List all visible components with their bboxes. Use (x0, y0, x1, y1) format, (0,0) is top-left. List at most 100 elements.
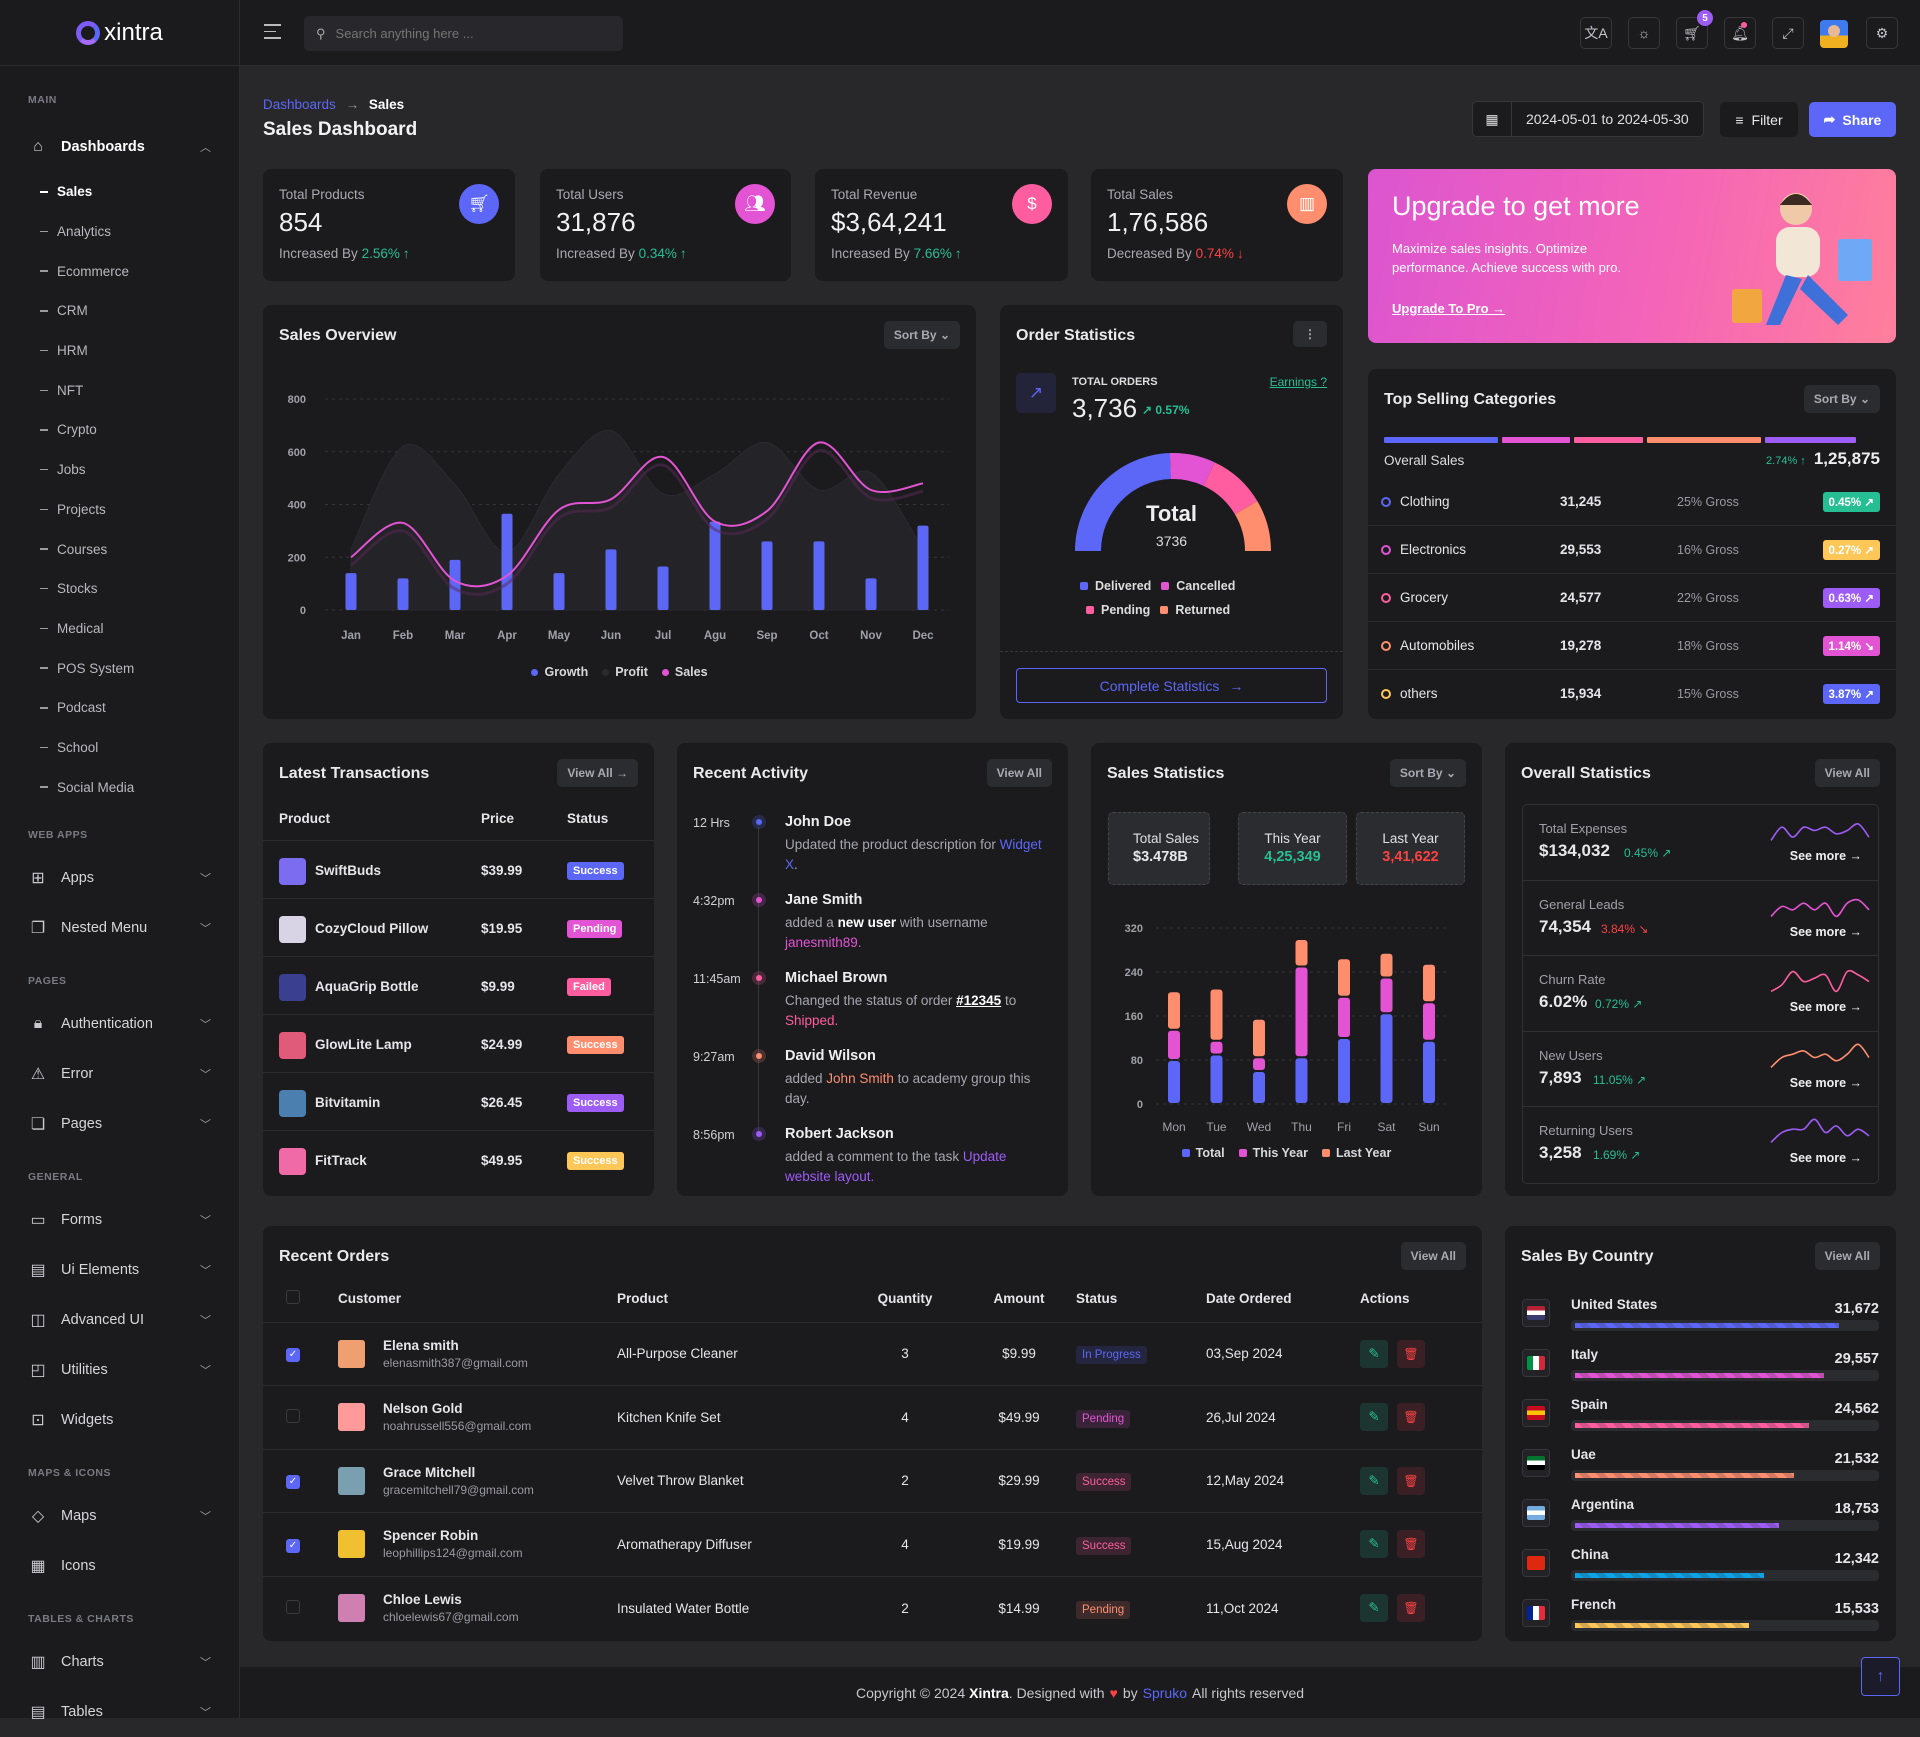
sidebar-item-apps[interactable]: ⊞ Apps ﹀ (0, 853, 239, 903)
share-button[interactable]: ➦ Share (1809, 102, 1896, 137)
delete-button[interactable]: 🗑︎ (1397, 1530, 1425, 1559)
more-options-button[interactable]: ⋮ (1293, 321, 1327, 347)
bell-icon[interactable]: 🔔︎ (1724, 17, 1756, 49)
sidebar-subitem-label: Ecommerce (57, 263, 130, 279)
latest-transactions-card: Latest Transactions View All → Product Pr… (263, 743, 654, 1196)
checkbox-checked[interactable]: ✓ (286, 1475, 300, 1490)
edit-button[interactable]: ✎ (1360, 1466, 1388, 1495)
search-box[interactable]: ⚲ (304, 16, 623, 51)
progress-fill (1575, 1423, 1809, 1428)
activity-description: added John Smith to academy group this d… (785, 1069, 1055, 1109)
earnings-link[interactable]: Earnings ? (1269, 375, 1327, 389)
sidebar-subitem-nft[interactable]: NFT (0, 370, 239, 410)
growth-bar (761, 541, 773, 610)
gear-icon[interactable]: ⚙ (1866, 17, 1898, 49)
fullscreen-icon[interactable]: ⤢ (1772, 17, 1804, 49)
sidebar-item-label: Widgets (61, 1412, 114, 1428)
company-link[interactable]: Spruko (1142, 1684, 1187, 1701)
sidebar-item-widgets[interactable]: ⊡ Widgets (0, 1395, 239, 1445)
edit-button[interactable]: ✎ (1360, 1530, 1388, 1559)
delete-button[interactable]: 🗑︎ (1397, 1594, 1425, 1622)
view-all-button[interactable]: View All (1814, 1242, 1880, 1270)
sort-by-dropdown[interactable]: Sort By ⌄ (1389, 759, 1466, 787)
delete-button[interactable]: 🗑︎ (1397, 1466, 1425, 1495)
sidebar-subitem-courses[interactable]: Courses (0, 529, 239, 569)
activity-text[interactable]: #12345 (956, 993, 1002, 1008)
delete-button[interactable]: 🗑︎ (1397, 1339, 1425, 1368)
delete-button[interactable]: 🗑︎ (1397, 1403, 1425, 1432)
sidebar-item-maps[interactable]: ◇ Maps ﹀ (0, 1491, 239, 1541)
sidebar-subitem-hrm[interactable]: HRM (0, 331, 239, 371)
footer-brand[interactable]: Xintra (969, 1684, 1009, 1701)
checkbox-unchecked[interactable] (286, 1599, 300, 1614)
complete-statistics-button[interactable]: Complete Statistics → (1016, 668, 1327, 703)
sidebar-subitem-pos-system[interactable]: POS System (0, 648, 239, 688)
upgrade-link[interactable]: Upgrade To Pro → (1392, 301, 1506, 316)
see-more-link[interactable]: See more → (1789, 1000, 1862, 1015)
sidebar-subitem-projects[interactable]: Projects (0, 490, 239, 530)
activity-link[interactable]: Update website layout. (785, 1149, 1007, 1184)
trend-down-icon: ↘ (1635, 921, 1649, 936)
sidebar-subitem-podcast[interactable]: Podcast (0, 688, 239, 728)
see-more-link[interactable]: See more → (1789, 1075, 1862, 1090)
edit-button[interactable]: ✎ (1360, 1403, 1388, 1432)
edit-button[interactable]: ✎ (1360, 1594, 1388, 1622)
sidebar-subitem-stocks[interactable]: Stocks (0, 569, 239, 609)
activity-text: added a comment to the task (785, 1149, 963, 1164)
breadcrumb-current: Sales (368, 97, 405, 112)
sidebar-item-tables[interactable]: ▤ Tables ﹀ (0, 1687, 239, 1737)
edit-button[interactable]: ✎ (1360, 1339, 1388, 1368)
logo[interactable]: xintra (0, 0, 239, 66)
view-all-button[interactable]: View All (986, 759, 1052, 787)
view-all-button[interactable]: View All (1400, 1242, 1466, 1270)
sidebar-subitem-jobs[interactable]: Jobs (0, 450, 239, 490)
sidebar-item-forms[interactable]: ▭ Forms ﹀ (0, 1195, 239, 1245)
sidebar-subitem-crm[interactable]: CRM (0, 291, 239, 331)
cart-icon[interactable]: 🛒︎ 5 (1676, 10, 1713, 49)
search-input[interactable] (335, 26, 596, 41)
sidebar-item-pages[interactable]: ❏ Pages ﹀ (0, 1099, 239, 1149)
sidebar-item-dashboards[interactable]: ⌂ Dashboards ︿ (0, 122, 239, 172)
see-more-link[interactable]: See more → (1789, 849, 1862, 863)
checkbox-checked[interactable]: ✓ (286, 1538, 300, 1553)
chevron-down-icon: ﹀ (200, 1265, 211, 1277)
see-more-link[interactable]: See more → (1789, 924, 1862, 939)
sidebar-item-authentication[interactable]: 🔒︎ Authentication ﹀ (0, 999, 239, 1049)
sidebar-item-icons[interactable]: ▦ Icons (0, 1541, 239, 1591)
sun-icon[interactable]: ☼ (1628, 17, 1660, 49)
sidebar-item-charts[interactable]: ▥ Charts ﹀ (0, 1637, 239, 1687)
checkbox-unchecked[interactable] (286, 1408, 300, 1423)
view-all-button[interactable]: View All → (557, 759, 638, 787)
view-all-button[interactable]: View All (1814, 759, 1880, 787)
sidebar-item-ui-elements[interactable]: ▤ Ui Elements ﹀ (0, 1245, 239, 1295)
scroll-to-top-button[interactable]: ↑ (1861, 1657, 1900, 1696)
avatar[interactable] (1820, 20, 1848, 48)
sidebar-item-error[interactable]: ⚠︎ Error ﹀ (0, 1049, 239, 1099)
activity-link[interactable]: janesmith89. (785, 935, 862, 950)
date-range-picker[interactable]: ▦ 2024-05-01 to 2024-05-30 (1472, 101, 1704, 137)
sidebar-subitem-social-media[interactable]: Social Media (0, 767, 239, 807)
sidebar-subitem-school[interactable]: School (0, 728, 239, 768)
bar-total (1423, 1041, 1435, 1103)
activity-link[interactable]: Widget X (785, 837, 1042, 872)
sidebar-item-utilities[interactable]: ◰ Utilities ﹀ (0, 1345, 239, 1395)
sidebar-subitem-crypto[interactable]: Crypto (0, 410, 239, 450)
sort-by-dropdown[interactable]: Sort By ⌄ (1803, 385, 1880, 413)
sidebar-subitem-ecommerce[interactable]: Ecommerce (0, 251, 239, 291)
select-all-checkbox[interactable] (286, 1290, 300, 1305)
breadcrumb-dashboards[interactable]: Dashboards (263, 97, 336, 112)
checkbox-checked[interactable]: ✓ (286, 1348, 300, 1363)
sidebar-item-nested-menu[interactable]: ❐ Nested Menu ﹀ (0, 903, 239, 953)
activity-link[interactable]: John Smith (826, 1071, 894, 1086)
sidebar-subitem-sales[interactable]: Sales (0, 172, 239, 212)
sidebar-item-advanced-ui[interactable]: ◫ Advanced UI ﹀ (0, 1295, 239, 1345)
filter-button[interactable]: ≡ Filter (1720, 102, 1798, 137)
see-more-link[interactable]: See more → (1789, 1151, 1862, 1166)
sidebar-subitem-analytics[interactable]: Analytics (0, 212, 239, 252)
sidebar-subitem-medical[interactable]: Medical (0, 609, 239, 649)
hamburger-menu-icon[interactable] (264, 24, 281, 39)
translate-icon[interactable]: 文A (1580, 17, 1612, 49)
sort-by-dropdown[interactable]: Sort By ⌄ (883, 321, 960, 349)
actions-cell: ✎ 🗑︎ (1360, 1576, 1482, 1640)
activity-link[interactable]: Shipped. (785, 1013, 839, 1028)
